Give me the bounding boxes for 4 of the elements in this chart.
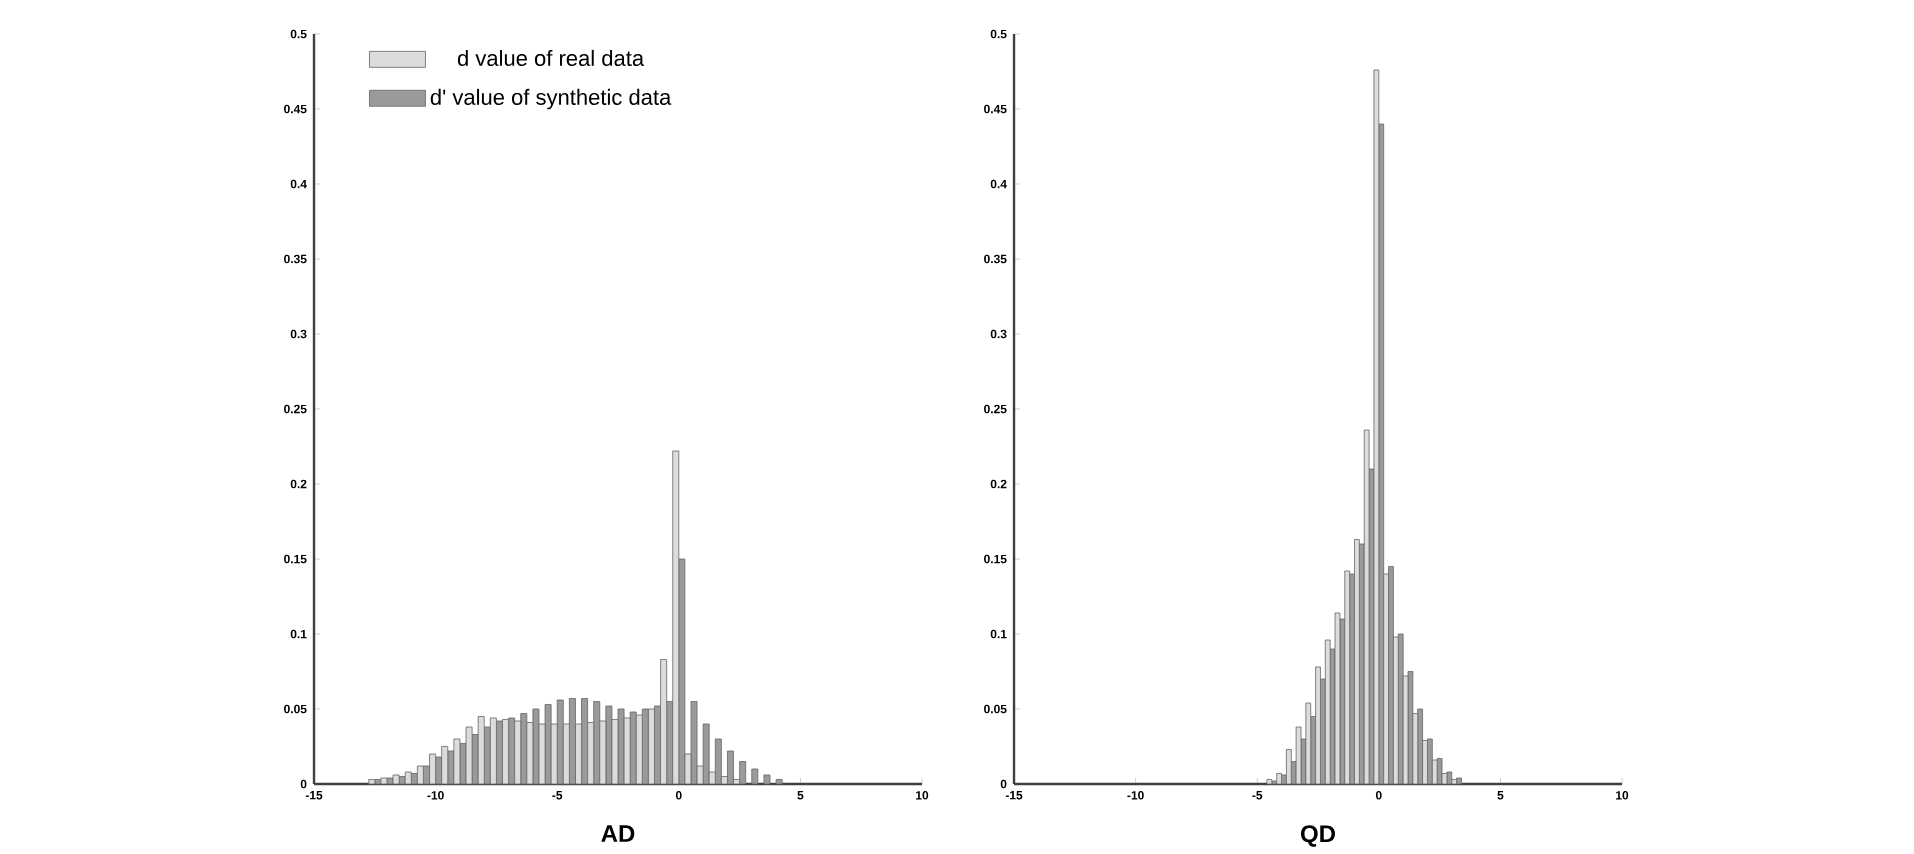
legend-label: d value of real data bbox=[457, 50, 645, 67]
x-axis-title: AD bbox=[601, 825, 635, 843]
legend-label: d' value of synthetic data bbox=[430, 89, 672, 110]
x-axis-title: QD bbox=[1300, 825, 1335, 848]
